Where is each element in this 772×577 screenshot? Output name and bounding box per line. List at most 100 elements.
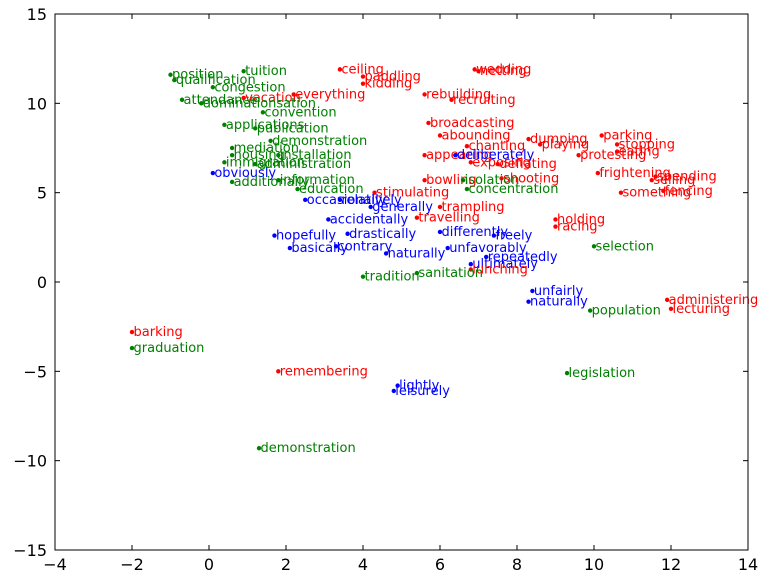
data-point: selling bbox=[649, 173, 695, 188]
point-label: remembering bbox=[280, 364, 368, 379]
point-marker bbox=[360, 81, 366, 86]
point-label: eating bbox=[619, 145, 660, 160]
data-point: education bbox=[295, 182, 364, 197]
point-label: barking bbox=[134, 325, 183, 340]
data-point: holding bbox=[553, 212, 605, 227]
point-marker bbox=[272, 233, 277, 238]
point-label: selection bbox=[596, 239, 654, 254]
data-point: hopefully bbox=[272, 229, 336, 244]
point-marker bbox=[653, 174, 658, 179]
data-point: abounding bbox=[437, 128, 511, 143]
point-marker bbox=[391, 388, 396, 394]
point-label: administering bbox=[669, 293, 759, 308]
point-marker bbox=[553, 224, 558, 229]
x-tick-label: 12 bbox=[661, 555, 681, 574]
point-label: administration bbox=[257, 157, 351, 172]
point-label: abounding bbox=[442, 128, 511, 143]
point-label: lecturing bbox=[673, 302, 731, 317]
point-label: wedding bbox=[476, 62, 531, 77]
point-marker bbox=[437, 133, 443, 138]
point-marker bbox=[268, 138, 273, 144]
data-point: travelling bbox=[414, 211, 480, 226]
point-label: bowling bbox=[426, 173, 477, 188]
y-tick-label: 15 bbox=[27, 5, 47, 24]
point-label: drastically bbox=[349, 227, 416, 242]
data-point: barking bbox=[129, 325, 183, 340]
point-label: rebuilding bbox=[426, 87, 491, 102]
point-label: concentration bbox=[468, 182, 558, 197]
data-point: administration bbox=[253, 157, 351, 172]
point-marker bbox=[491, 233, 497, 238]
data-point: eating bbox=[614, 145, 660, 160]
data-point: leisurely bbox=[391, 384, 450, 399]
data-point: recruiting bbox=[449, 93, 516, 108]
point-marker bbox=[649, 177, 654, 183]
point-label: applications bbox=[226, 118, 305, 133]
point-label: spending bbox=[657, 170, 717, 185]
x-tick-label: 4 bbox=[358, 555, 368, 574]
point-label: shooting bbox=[503, 171, 559, 186]
x-tick-label: 6 bbox=[435, 555, 445, 574]
point-marker bbox=[360, 74, 366, 79]
data-point: freely bbox=[491, 229, 533, 244]
data-point: stimulating bbox=[372, 186, 449, 201]
x-tick-label: 14 bbox=[738, 555, 758, 574]
data-point: demonstration bbox=[256, 441, 356, 456]
point-label: mediation bbox=[234, 141, 299, 156]
x-tick-label: 8 bbox=[512, 555, 522, 574]
point-label: naturally bbox=[388, 246, 446, 261]
point-marker bbox=[476, 68, 481, 74]
point-label: position bbox=[172, 68, 224, 83]
point-marker bbox=[241, 95, 246, 101]
point-marker bbox=[537, 142, 543, 147]
point-marker bbox=[495, 161, 500, 167]
point-label: obviously bbox=[214, 166, 276, 181]
y-tick-label: −15 bbox=[13, 541, 47, 560]
point-marker bbox=[468, 267, 473, 272]
point-label: vacation bbox=[245, 91, 301, 106]
data-point: vacation bbox=[241, 91, 301, 106]
data-point: kidding bbox=[360, 77, 412, 92]
point-label: legislation bbox=[569, 366, 636, 381]
data-point: convention bbox=[260, 105, 337, 120]
point-label: broadcasting bbox=[430, 116, 515, 131]
data-point: publication bbox=[253, 121, 329, 136]
data-point: installation bbox=[276, 148, 352, 163]
data-point: unfairly bbox=[530, 284, 583, 299]
x-tick-label: 2 bbox=[281, 555, 291, 574]
point-label: dumping bbox=[530, 132, 588, 147]
data-point: ceiling bbox=[337, 62, 384, 77]
data-point: qualification bbox=[172, 73, 256, 88]
y-tick-label: −10 bbox=[13, 452, 47, 471]
point-label: tuition bbox=[245, 64, 287, 79]
point-label: stimulating bbox=[376, 186, 449, 201]
point-label: convention bbox=[264, 105, 336, 120]
data-point: fencing bbox=[661, 184, 713, 199]
data-point: everything bbox=[291, 87, 365, 102]
point-marker bbox=[668, 306, 674, 311]
data-point: demonstration bbox=[268, 134, 367, 149]
point-label: frightening bbox=[599, 166, 670, 181]
point-marker bbox=[564, 370, 570, 376]
point-label: isolation bbox=[465, 173, 520, 188]
point-marker bbox=[383, 251, 389, 256]
point-label: parking bbox=[603, 128, 652, 143]
data-point: information bbox=[276, 173, 355, 188]
point-label: generally bbox=[372, 200, 433, 215]
point-label: education bbox=[299, 182, 364, 197]
point-label: dominationsation bbox=[203, 96, 316, 111]
point-label: everything bbox=[295, 87, 365, 102]
y-tick-label: −5 bbox=[23, 362, 47, 381]
point-marker bbox=[276, 152, 281, 158]
data-point: racing bbox=[553, 220, 598, 235]
point-label: trampling bbox=[442, 200, 505, 215]
point-marker bbox=[253, 126, 258, 131]
plot-area: positionqualificationtuitioncongestionat… bbox=[129, 62, 759, 456]
data-point: remembering bbox=[276, 364, 368, 379]
point-label: additionally bbox=[234, 175, 310, 190]
point-marker bbox=[333, 244, 339, 249]
data-point: trampling bbox=[437, 200, 505, 215]
point-label: contrary bbox=[338, 239, 393, 254]
point-label: ultimately bbox=[472, 257, 538, 272]
